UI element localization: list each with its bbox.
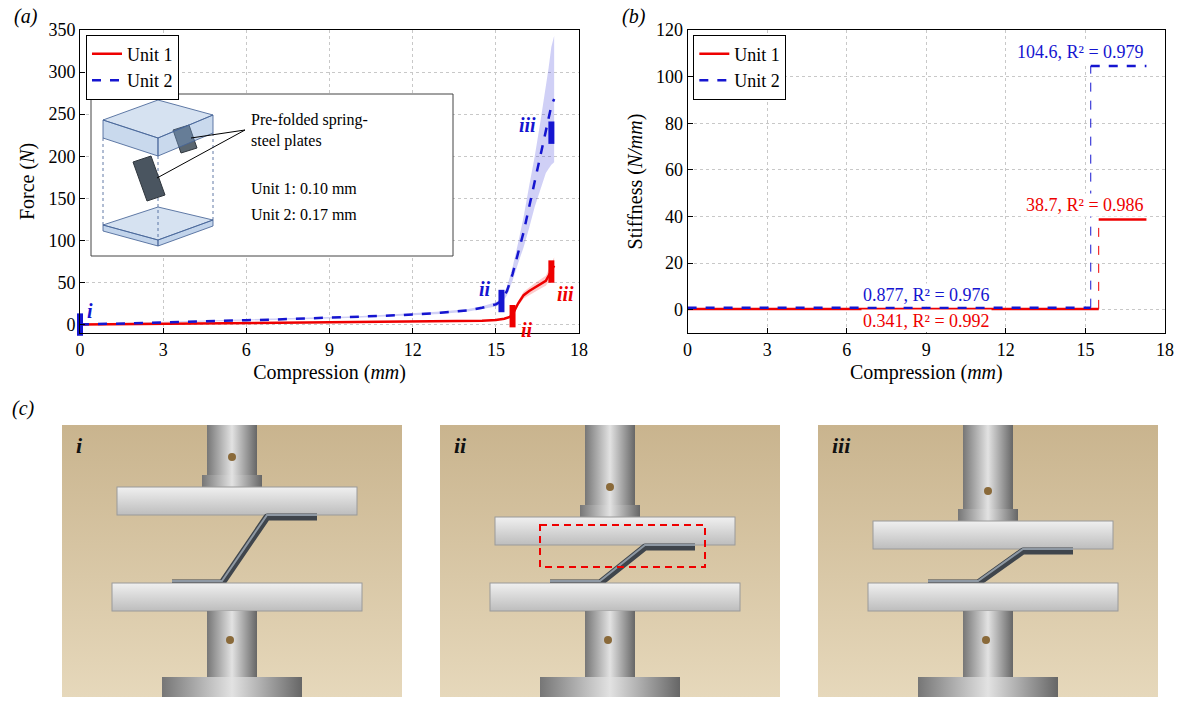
svg-text:0: 0 <box>76 340 85 360</box>
svg-text:100: 100 <box>48 231 75 251</box>
svg-text:350: 350 <box>48 20 75 40</box>
svg-text:Unit 1: Unit 1 <box>734 45 780 65</box>
html-text:(c): (c) <box>12 397 35 419</box>
svg-text:6: 6 <box>242 340 251 360</box>
svg-text:0: 0 <box>674 300 683 320</box>
svg-text:(b): (b) <box>622 5 646 28</box>
svg-text:Compression (mm): Compression (mm) <box>850 361 1003 384</box>
svg-text:(a): (a) <box>14 5 38 28</box>
svg-text:Force (N): Force (N) <box>16 143 39 220</box>
svg-text:15: 15 <box>1076 340 1094 360</box>
svg-text:ii: ii <box>479 278 491 300</box>
svg-text:9: 9 <box>922 340 931 360</box>
svg-text:Stiffness (N/mm): Stiffness (N/mm) <box>624 114 647 250</box>
svg-text:0: 0 <box>66 315 75 335</box>
svg-text:6: 6 <box>842 340 851 360</box>
svg-text:104.6, R² = 0.979: 104.6, R² = 0.979 <box>1017 42 1144 62</box>
svg-text:18: 18 <box>570 340 588 360</box>
svg-text:iii: iii <box>519 114 536 136</box>
svg-text:18: 18 <box>1156 340 1174 360</box>
svg-text:60: 60 <box>665 160 683 180</box>
svg-text:15: 15 <box>487 340 505 360</box>
svg-text:100: 100 <box>656 67 683 87</box>
svg-text:ii: ii <box>521 319 533 341</box>
svg-text:Pre-folded spring-steel plates: Pre-folded spring-steel plates <box>251 111 368 150</box>
svg-text:0.877, R² = 0.976: 0.877, R² = 0.976 <box>863 285 990 305</box>
svg-text:Unit 1: 0.10 mm: Unit 1: 0.10 mm <box>251 180 357 197</box>
svg-text:ii: ii <box>454 433 467 458</box>
svg-text:Unit 2: Unit 2 <box>127 71 173 91</box>
svg-text:9: 9 <box>325 340 334 360</box>
svg-text:i: i <box>87 300 93 322</box>
svg-text:3: 3 <box>763 340 772 360</box>
svg-text:80: 80 <box>665 114 683 134</box>
svg-text:3: 3 <box>159 340 168 360</box>
svg-text:40: 40 <box>665 207 683 227</box>
svg-text:250: 250 <box>48 104 75 124</box>
svg-text:0.341, R² = 0.992: 0.341, R² = 0.992 <box>863 311 990 331</box>
svg-text:12: 12 <box>997 340 1015 360</box>
svg-text:38.7, R² = 0.986: 38.7, R² = 0.986 <box>1026 195 1144 215</box>
svg-text:300: 300 <box>48 62 75 82</box>
svg-text:Unit 2: 0.17 mm: Unit 2: 0.17 mm <box>251 206 357 223</box>
svg-text:50: 50 <box>57 273 75 293</box>
svg-text:iii: iii <box>832 433 851 458</box>
svg-text:iii: iii <box>557 283 574 305</box>
svg-text:20: 20 <box>665 253 683 273</box>
svg-text:Compression (mm): Compression (mm) <box>253 361 406 384</box>
svg-text:Unit 1: Unit 1 <box>127 45 173 65</box>
svg-text:12: 12 <box>404 340 422 360</box>
svg-text:200: 200 <box>48 147 75 167</box>
svg-text:i: i <box>76 433 83 458</box>
svg-text:150: 150 <box>48 189 75 209</box>
svg-text:120: 120 <box>656 20 683 40</box>
svg-text:0: 0 <box>683 340 692 360</box>
svg-text:Unit 2: Unit 2 <box>734 71 780 91</box>
